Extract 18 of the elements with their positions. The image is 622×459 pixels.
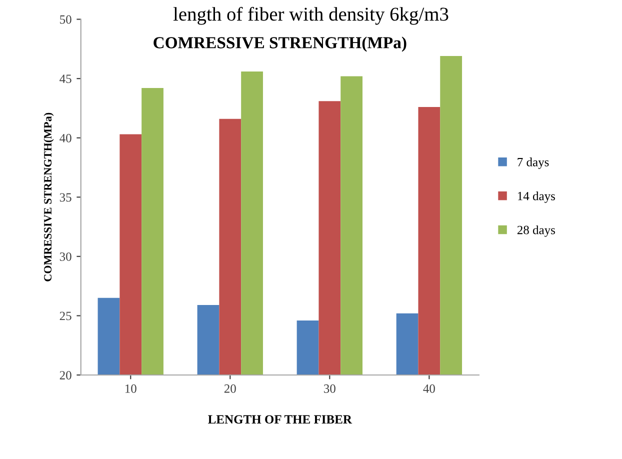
legend-label: 28 days xyxy=(517,225,555,237)
legend-label: 7 days xyxy=(518,158,549,169)
y-tick-label: 30 xyxy=(60,252,72,261)
y-tick-label: 40 xyxy=(60,134,72,142)
x-axis-title: LENGTH OF THE FIBER xyxy=(208,415,352,424)
annotation: length of fiber with density 6kg/m3 xyxy=(173,6,448,25)
y-axis-title: COMRESSIVE STRENGTH(MPa) xyxy=(44,112,54,282)
y-tick-label: 45 xyxy=(60,74,72,84)
y-tick-label: 35 xyxy=(60,193,72,202)
text: COMRESSIVE STRENGTH(MPa) xyxy=(154,36,406,52)
x-tick-label: 30 xyxy=(324,384,336,393)
x-tick-label: 10 xyxy=(125,384,136,393)
x-tick-label: 20 xyxy=(224,384,236,393)
y-tick-label: 25 xyxy=(60,312,72,320)
y-tick-label: 20 xyxy=(60,371,72,380)
y-tick-label: 50 xyxy=(60,15,72,24)
legend-label: 14 days xyxy=(518,191,555,203)
x-tick-label: 40 xyxy=(423,384,435,393)
